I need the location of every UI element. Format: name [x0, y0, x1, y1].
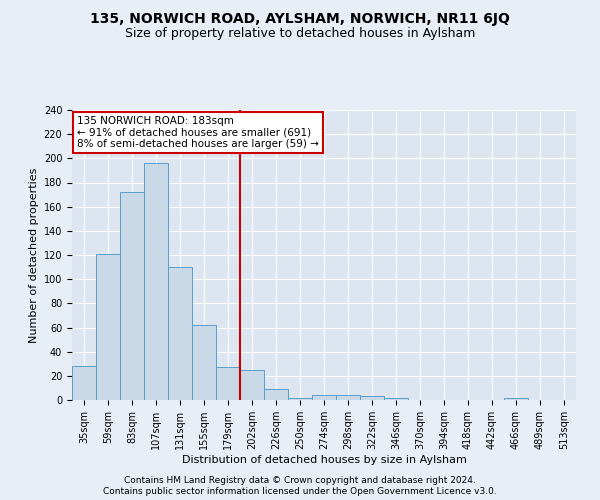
- Bar: [384, 398, 408, 400]
- Bar: [336, 395, 360, 400]
- Bar: [144, 163, 168, 400]
- Bar: [264, 389, 288, 400]
- Bar: [192, 325, 216, 400]
- Bar: [120, 192, 144, 400]
- Text: Contains HM Land Registry data © Crown copyright and database right 2024.: Contains HM Land Registry data © Crown c…: [124, 476, 476, 485]
- Bar: [168, 267, 192, 400]
- Text: Contains public sector information licensed under the Open Government Licence v3: Contains public sector information licen…: [103, 487, 497, 496]
- Bar: [72, 366, 96, 400]
- Bar: [288, 398, 312, 400]
- Bar: [96, 254, 120, 400]
- Text: 135 NORWICH ROAD: 183sqm
← 91% of detached houses are smaller (691)
8% of semi-d: 135 NORWICH ROAD: 183sqm ← 91% of detach…: [77, 116, 319, 149]
- X-axis label: Distribution of detached houses by size in Aylsham: Distribution of detached houses by size …: [182, 454, 466, 464]
- Bar: [240, 370, 264, 400]
- Bar: [312, 395, 336, 400]
- Y-axis label: Number of detached properties: Number of detached properties: [29, 168, 40, 342]
- Bar: [360, 396, 384, 400]
- Text: Size of property relative to detached houses in Aylsham: Size of property relative to detached ho…: [125, 28, 475, 40]
- Text: 135, NORWICH ROAD, AYLSHAM, NORWICH, NR11 6JQ: 135, NORWICH ROAD, AYLSHAM, NORWICH, NR1…: [90, 12, 510, 26]
- Bar: [504, 398, 528, 400]
- Bar: [216, 368, 240, 400]
